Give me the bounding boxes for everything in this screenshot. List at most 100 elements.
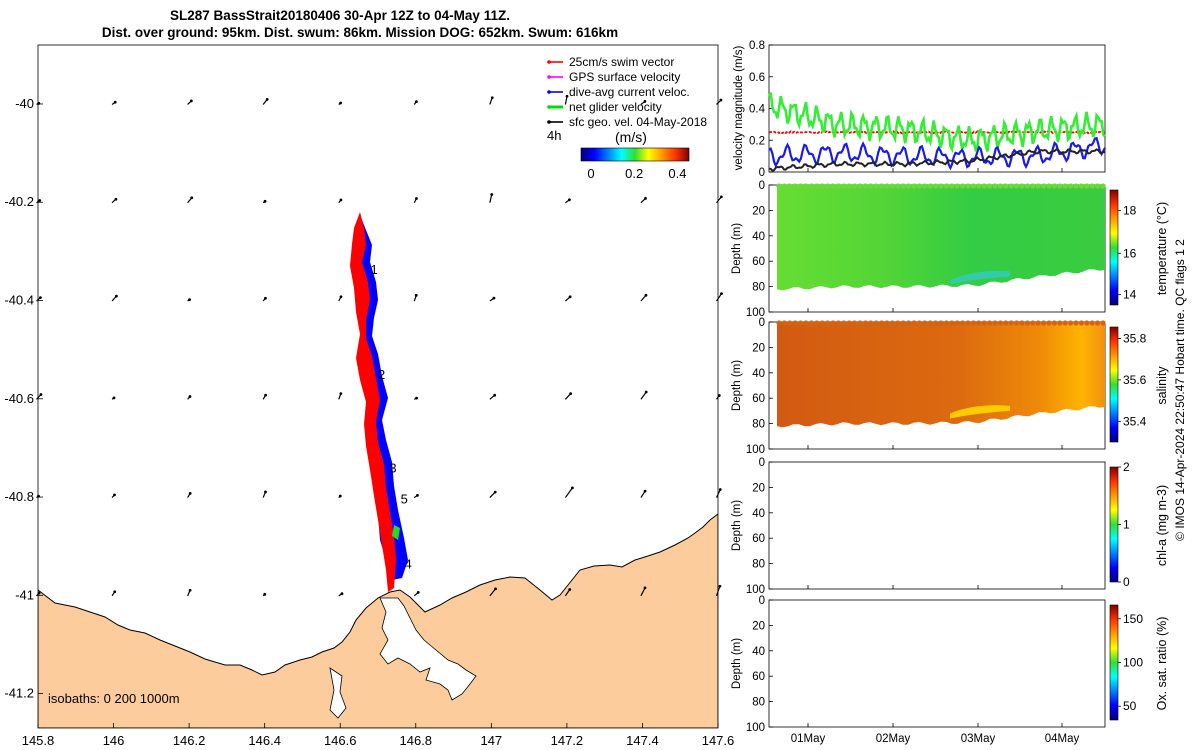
colorbar-tick-label: 35.4 xyxy=(1123,414,1147,428)
profile-surface-dot xyxy=(933,320,939,326)
geostrophic-arrow-head xyxy=(490,96,494,100)
fresh-bottom-water xyxy=(950,405,1010,419)
colorbar xyxy=(1109,604,1119,721)
geostrophic-arrow-head xyxy=(493,393,497,397)
geostrophic-arrow-head xyxy=(264,393,267,397)
depth-axis-label: Depth (m) xyxy=(731,223,743,274)
geostrophic-arrow xyxy=(640,391,647,400)
waypoint-label: 2 xyxy=(378,367,385,382)
depth-tick-label: 100 xyxy=(746,584,765,596)
profile-surface-dot xyxy=(803,183,809,189)
depth-tick-label: 60 xyxy=(752,533,765,545)
profile-surface-dot xyxy=(1046,183,1052,189)
geostrophic-arrow-head xyxy=(188,298,191,302)
geostrophic-arrow-head xyxy=(416,591,420,594)
geostrophic-arrow-head xyxy=(643,100,647,103)
map-y-tick-label: -40.6 xyxy=(4,391,34,406)
profile-surface-dot xyxy=(938,183,944,189)
profile-surface-dot xyxy=(943,320,950,326)
geostrophic-arrow-head xyxy=(719,98,723,102)
profile-surface-dot xyxy=(808,183,815,189)
section-axes xyxy=(768,461,1106,590)
map-y-tick-label: -40 xyxy=(15,96,34,111)
speed-colorbar-ticks: 0 0.2 0.4 xyxy=(587,166,686,181)
profile-surface-dot xyxy=(1068,183,1074,189)
geostrophic-arrow-head xyxy=(338,494,342,498)
profile-surface-dot xyxy=(1030,183,1036,189)
colorbar-tick-label: 50 xyxy=(1123,699,1137,713)
section-oxygen: 0 20 40 60 80 100 Depth (m) 50 100 150 Ox. sat. ra… xyxy=(731,595,1169,734)
profile-surface-dot xyxy=(970,183,977,189)
profile-surface-dot xyxy=(798,320,804,326)
profile-surface-dot xyxy=(862,183,869,189)
plot-title-line-1: SL287 BassStrait20180406 30-Apr 12Z to 0… xyxy=(170,8,510,23)
profile-surface-dot xyxy=(900,183,906,189)
profile-surface-dot xyxy=(1095,183,1101,189)
colorbar-label: Ox. sat. ratio (%) xyxy=(1155,617,1169,711)
geostrophic-arrow-head xyxy=(414,100,418,104)
geostrophic-arrow-head xyxy=(416,493,419,497)
profile-surface-dot xyxy=(954,320,960,326)
geostrophic-arrow-head xyxy=(644,197,647,200)
profile-surface-dot xyxy=(1062,183,1068,189)
geostrophic-arrow xyxy=(715,489,721,498)
profile-surface-dot xyxy=(927,320,933,326)
time-tick-label: 02May xyxy=(876,733,911,745)
profile-surface-dot xyxy=(1035,320,1041,326)
profile-surface-dot xyxy=(846,183,852,189)
legend-label: 25cm/s swim vector xyxy=(569,55,674,69)
depth-tick-label: 0 xyxy=(759,595,765,607)
map-x-tick-label: 146.2 xyxy=(173,733,206,748)
legend-entry: dive-avg current veloc. xyxy=(547,85,690,99)
profile-surface-dot xyxy=(776,183,782,189)
speed-colorbar-tick: 0.2 xyxy=(625,166,643,181)
colorbar-tick-label: 1 xyxy=(1123,518,1130,532)
colorbar-label: chl-a (mg m-3) xyxy=(1155,485,1169,566)
profile-surface-dot xyxy=(1073,320,1079,326)
geostrophic-arrow-head xyxy=(492,296,496,300)
waypoint-label: 1 xyxy=(370,262,377,277)
speed-colorbar xyxy=(580,147,690,162)
time-tick-label: 03May xyxy=(961,733,996,745)
geostrophic-arrow-head xyxy=(39,296,42,299)
profile-surface-dot xyxy=(949,183,955,189)
legend-swatch-head xyxy=(547,75,551,79)
geostrophic-arrow-head xyxy=(339,295,343,299)
depth-tick-label: 100 xyxy=(746,444,765,456)
isobaths-label: isobaths: 0 200 1000m xyxy=(48,691,180,706)
profile-surface-dot xyxy=(835,320,842,326)
geostrophic-arrow-head xyxy=(38,199,42,202)
profile-surface-dot xyxy=(781,183,788,189)
geostrophic-velocity-arrows xyxy=(36,94,723,597)
depth-axis-label: Depth (m) xyxy=(731,360,743,411)
geostrophic-arrow-head xyxy=(189,99,193,103)
profile-surface-dot xyxy=(819,320,825,326)
geostrophic-arrow-head xyxy=(643,489,647,493)
profile-surface-dot xyxy=(987,183,993,189)
depth-tick-label: 0 xyxy=(759,180,765,192)
geostrophic-arrow-head xyxy=(264,296,267,300)
profile-surface-dot xyxy=(787,183,793,189)
profile-surface-dot xyxy=(960,183,966,189)
geostrophic-arrow-head xyxy=(339,198,343,202)
profile-surface-dot xyxy=(884,183,890,189)
profile-surface-dot xyxy=(981,320,987,326)
geostrophic-arrow-head xyxy=(114,197,118,201)
profile-surface-dot xyxy=(1095,320,1101,326)
geostrophic-arrow-head xyxy=(494,587,497,591)
depth-tick-label: 40 xyxy=(752,646,765,658)
profile-surface-dot xyxy=(943,183,950,189)
geostrophic-arrow xyxy=(564,487,573,498)
legend-swatch-head xyxy=(547,120,551,124)
depth-tick-label: 100 xyxy=(746,307,765,319)
profile-surface-dot xyxy=(1008,320,1014,326)
depth-axis-label: Depth (m) xyxy=(731,500,743,551)
profile-surface-dot xyxy=(1019,183,1025,189)
colorbar-unit: (m/s) xyxy=(615,129,647,145)
depth-tick-label: 20 xyxy=(752,342,765,354)
waypoint-label: 3 xyxy=(389,461,396,476)
profile-surface-dot xyxy=(1019,320,1025,326)
profile-surface-dot xyxy=(868,320,874,326)
